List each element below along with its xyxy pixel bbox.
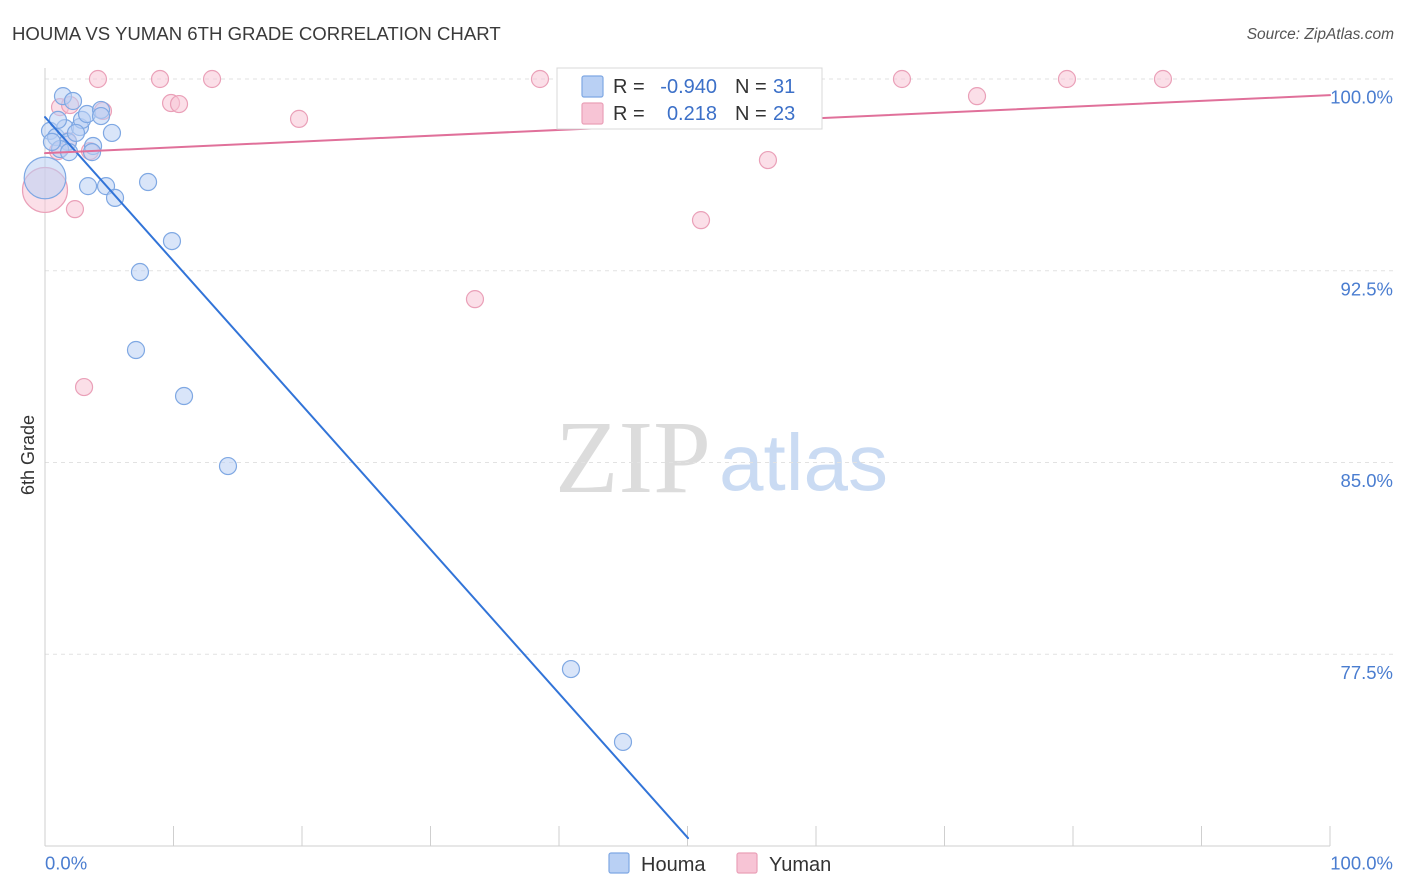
yuman-point — [758, 150, 778, 170]
yuman-point — [892, 69, 912, 89]
yuman-point — [74, 377, 94, 397]
yuman-point — [150, 69, 170, 89]
houma-point — [63, 91, 83, 111]
houma-point — [91, 106, 111, 126]
houma-point — [218, 456, 238, 476]
yuman-point — [65, 200, 85, 219]
houma-point — [42, 132, 62, 151]
legend-r-label: R = — [613, 103, 645, 125]
gridlines — [45, 78, 1395, 655]
legend-n-value-yuman: 23 — [773, 103, 795, 125]
legend-n-value-houma: 31 — [773, 76, 795, 98]
houma-point — [66, 123, 86, 143]
yuman-point — [169, 94, 189, 114]
houma-point — [23, 156, 67, 200]
series-legend-label-yuman: Yuman — [769, 854, 831, 876]
houma-trend-line — [44, 116, 690, 840]
series-legend-swatch-yuman — [736, 852, 758, 874]
y-tick-label: 92.5% — [1341, 278, 1393, 299]
legend-n-label: N = — [735, 103, 767, 125]
x-tick-label: 0.0% — [45, 853, 87, 874]
y-tick-label: 100.0% — [1330, 87, 1393, 108]
watermark-zip: ZIP — [555, 400, 711, 515]
stats-legend: R = -0.940 N = 31 R = 0.218 N = 23 — [556, 67, 823, 130]
legend-r-label: R = — [613, 76, 645, 98]
legend-r-value-houma: -0.940 — [660, 76, 717, 98]
yuman-point — [1057, 69, 1077, 89]
yuman-point — [530, 69, 550, 89]
watermark: ZIP atlas — [555, 400, 888, 515]
yuman-point — [88, 69, 108, 89]
yuman-point — [967, 87, 987, 106]
yuman-point — [691, 211, 711, 230]
yuman-point — [202, 69, 222, 89]
houma-point — [126, 340, 146, 360]
y-tick-labels: 100.0% 92.5% 85.0% 77.5% — [1330, 87, 1393, 683]
legend-n-label: N = — [735, 76, 767, 98]
y-tick-label: 85.0% — [1341, 470, 1393, 491]
houma-point — [561, 659, 581, 679]
houma-point — [102, 123, 122, 143]
legend-swatch-houma — [581, 75, 604, 98]
series-legend: Houma Yuman — [608, 852, 831, 876]
houma-point — [162, 231, 182, 251]
houma-point — [48, 110, 68, 130]
houma-point — [105, 188, 125, 207]
legend-r-value-yuman: 0.218 — [667, 103, 717, 125]
houma-point — [174, 386, 194, 406]
y-axis-label: 6th Grade — [18, 415, 38, 495]
chart-source: Source: ZipAtlas.com — [1247, 26, 1394, 43]
x-tick-labels: 0.0% 100.0% — [45, 853, 1393, 874]
series-legend-swatch-houma — [608, 852, 630, 874]
yuman-point — [289, 109, 309, 128]
legend-swatch-yuman — [581, 102, 604, 125]
series-legend-label-houma: Houma — [641, 854, 706, 876]
houma-point — [613, 732, 633, 752]
watermark-atlas: atlas — [719, 418, 888, 507]
yuman-point — [1153, 69, 1173, 89]
houma-point — [130, 262, 150, 282]
houma-points — [23, 87, 633, 752]
y-tick-label: 77.5% — [1341, 662, 1393, 683]
x-tick-label: 100.0% — [1330, 853, 1393, 874]
houma-point — [138, 172, 158, 192]
chart-title: HOUMA VS YUMAN 6TH GRADE CORRELATION CHA… — [12, 23, 501, 44]
yuman-point — [465, 290, 485, 309]
houma-point — [78, 177, 98, 196]
